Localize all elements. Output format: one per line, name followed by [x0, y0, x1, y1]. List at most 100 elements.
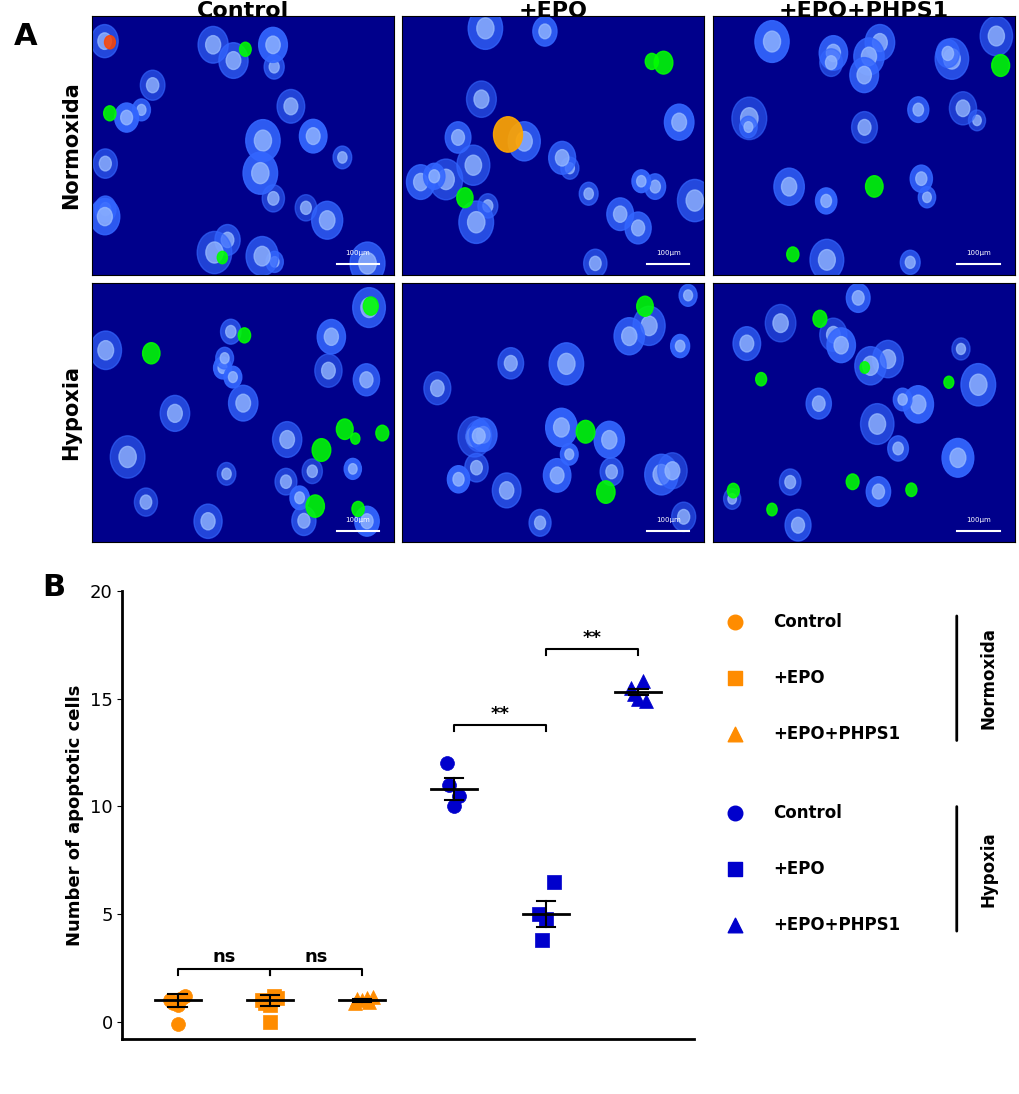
Circle shape	[359, 253, 376, 274]
Circle shape	[283, 97, 298, 115]
Circle shape	[865, 477, 890, 507]
Circle shape	[353, 363, 379, 396]
Circle shape	[677, 510, 689, 524]
Circle shape	[812, 396, 824, 411]
Circle shape	[739, 116, 756, 138]
Circle shape	[198, 26, 228, 63]
Circle shape	[865, 176, 882, 197]
Circle shape	[732, 97, 766, 140]
Point	[441, 776, 458, 793]
Circle shape	[215, 224, 239, 255]
Circle shape	[132, 98, 150, 120]
Point	[174, 990, 191, 1008]
Text: +EPO: +EPO	[772, 860, 824, 877]
Circle shape	[451, 129, 464, 146]
Y-axis label: Number of apoptotic cells: Number of apoptotic cells	[66, 685, 85, 945]
Circle shape	[824, 56, 836, 70]
Circle shape	[576, 420, 594, 443]
Circle shape	[360, 372, 373, 387]
Circle shape	[755, 373, 766, 386]
Circle shape	[565, 163, 574, 174]
Circle shape	[781, 177, 796, 196]
Circle shape	[254, 246, 270, 266]
Text: 100μm: 100μm	[345, 251, 370, 256]
Point	[533, 931, 549, 948]
Circle shape	[935, 39, 959, 68]
Circle shape	[538, 24, 550, 38]
Circle shape	[625, 212, 650, 244]
Circle shape	[319, 211, 334, 230]
Circle shape	[350, 242, 384, 284]
Circle shape	[98, 208, 112, 225]
Circle shape	[90, 331, 121, 370]
Circle shape	[820, 195, 830, 208]
Circle shape	[294, 195, 317, 221]
Text: **: **	[582, 629, 601, 648]
Circle shape	[355, 507, 379, 536]
Circle shape	[907, 97, 928, 123]
Text: +EPO+PHPS1: +EPO+PHPS1	[772, 725, 900, 743]
Circle shape	[279, 431, 294, 449]
Circle shape	[259, 27, 287, 62]
Circle shape	[218, 362, 227, 373]
Circle shape	[110, 435, 145, 478]
Circle shape	[534, 516, 545, 529]
Circle shape	[252, 163, 269, 184]
Circle shape	[447, 466, 469, 493]
Circle shape	[343, 458, 361, 479]
Circle shape	[532, 16, 556, 46]
Circle shape	[194, 504, 222, 538]
Circle shape	[987, 26, 1004, 46]
Circle shape	[942, 439, 973, 477]
Circle shape	[644, 174, 665, 199]
Circle shape	[459, 201, 493, 244]
Circle shape	[95, 196, 116, 222]
Circle shape	[606, 198, 633, 231]
Circle shape	[333, 147, 352, 168]
Circle shape	[594, 421, 624, 458]
Circle shape	[321, 362, 335, 379]
Circle shape	[470, 461, 482, 475]
Circle shape	[424, 372, 450, 405]
Circle shape	[557, 353, 575, 374]
Point	[365, 989, 381, 1006]
Circle shape	[640, 316, 656, 336]
Circle shape	[786, 247, 798, 261]
Circle shape	[922, 191, 930, 202]
Circle shape	[93, 149, 117, 178]
Circle shape	[612, 206, 627, 222]
Circle shape	[549, 467, 564, 484]
Circle shape	[492, 473, 521, 508]
Circle shape	[91, 24, 118, 58]
Circle shape	[363, 296, 378, 315]
Circle shape	[457, 188, 473, 208]
Circle shape	[853, 38, 883, 75]
Circle shape	[599, 457, 623, 486]
Point	[625, 686, 641, 703]
Circle shape	[217, 252, 227, 264]
Circle shape	[972, 115, 980, 126]
Point	[727, 916, 743, 933]
Circle shape	[857, 119, 870, 136]
Circle shape	[307, 465, 317, 477]
Circle shape	[671, 502, 695, 532]
Circle shape	[675, 340, 684, 352]
Circle shape	[864, 24, 894, 60]
Circle shape	[657, 453, 687, 489]
Circle shape	[548, 141, 575, 174]
Circle shape	[114, 103, 139, 132]
Text: 100μm: 100μm	[655, 251, 680, 256]
Circle shape	[482, 200, 492, 212]
Circle shape	[262, 185, 284, 212]
Circle shape	[621, 327, 636, 346]
Circle shape	[584, 188, 593, 199]
Circle shape	[897, 394, 906, 405]
Circle shape	[763, 31, 780, 53]
Circle shape	[949, 449, 965, 467]
Circle shape	[905, 256, 914, 268]
Circle shape	[197, 232, 231, 274]
Circle shape	[969, 374, 986, 395]
Circle shape	[361, 298, 377, 317]
Circle shape	[219, 43, 248, 79]
Point	[727, 614, 743, 631]
